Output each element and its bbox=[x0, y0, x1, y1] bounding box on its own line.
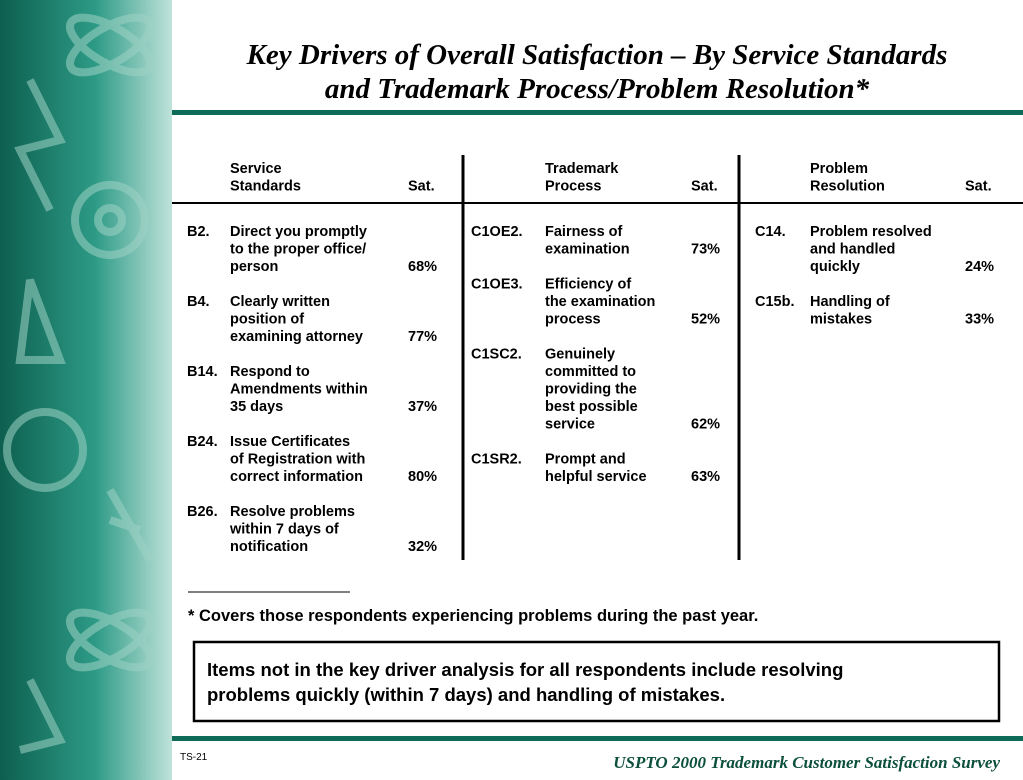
title-line: Key Drivers of Overall Satisfaction – By… bbox=[246, 39, 948, 71]
item-text: within 7 days of bbox=[229, 522, 339, 538]
item-code: C1SR2. bbox=[471, 452, 522, 468]
item-text: notification bbox=[230, 539, 308, 555]
top-rule bbox=[172, 110, 1023, 115]
column-heading: Standards bbox=[230, 179, 301, 195]
item-text: Direct you promptly bbox=[230, 224, 367, 240]
sat-heading: Sat. bbox=[408, 179, 435, 195]
sat-value: 33% bbox=[965, 312, 994, 328]
item-text: Amendments within bbox=[230, 382, 368, 398]
sat-value: 62% bbox=[691, 417, 720, 433]
sat-value: 68% bbox=[408, 259, 437, 275]
column-heading: Service bbox=[230, 161, 282, 177]
item-code: B26. bbox=[187, 504, 218, 520]
item-code: C14. bbox=[755, 224, 786, 240]
column-heading: Resolution bbox=[810, 179, 885, 195]
item-text: quickly bbox=[810, 259, 860, 275]
sat-value: 77% bbox=[408, 329, 437, 345]
sidebar-icons bbox=[3, 13, 154, 754]
column-heading: Problem bbox=[810, 161, 868, 177]
sat-value: 63% bbox=[691, 469, 720, 485]
item-text: process bbox=[545, 312, 601, 328]
footnote: * Covers those respondents experiencing … bbox=[188, 607, 758, 625]
item-text: and handled bbox=[810, 242, 895, 258]
item-text: of Registration with bbox=[230, 452, 365, 468]
sat-value: 32% bbox=[408, 539, 437, 555]
item-code: B2. bbox=[187, 224, 210, 240]
item-code: B4. bbox=[187, 294, 210, 310]
item-code: B14. bbox=[187, 364, 218, 380]
box-line: problems quickly (within 7 days) and han… bbox=[207, 684, 725, 705]
item-code: C1OE3. bbox=[471, 277, 523, 293]
title-line: and Trademark Process/Problem Resolution… bbox=[325, 73, 870, 105]
sat-value: 80% bbox=[408, 469, 437, 485]
item-text: Fairness of bbox=[545, 224, 623, 240]
item-text: mistakes bbox=[810, 312, 872, 328]
item-text: Genuinely bbox=[545, 347, 615, 363]
column-heading: Process bbox=[545, 179, 601, 195]
item-text: Resolve problems bbox=[230, 504, 355, 520]
sat-value: 73% bbox=[691, 242, 720, 258]
item-text: providing the bbox=[545, 382, 637, 398]
item-code: B24. bbox=[187, 434, 218, 450]
item-text: 35 days bbox=[230, 399, 283, 415]
item-text: Handling of bbox=[810, 294, 890, 310]
item-text: the examination bbox=[545, 294, 655, 310]
footer-title: USPTO 2000 Trademark Customer Satisfacti… bbox=[613, 753, 1000, 772]
note-box bbox=[192, 640, 1001, 723]
item-text: Clearly written bbox=[230, 294, 330, 310]
item-text: helpful service bbox=[545, 469, 647, 485]
item-code: C15b. bbox=[755, 294, 795, 310]
item-text: committed to bbox=[545, 364, 636, 380]
item-text: Issue Certificates bbox=[230, 434, 350, 450]
sat-value: 24% bbox=[965, 259, 994, 275]
item-text: best possible bbox=[545, 399, 638, 415]
box-line: Items not in the key driver analysis for… bbox=[207, 659, 843, 680]
item-text: examining attorney bbox=[230, 329, 363, 345]
sat-heading: Sat. bbox=[965, 179, 992, 195]
sat-value: 37% bbox=[408, 399, 437, 415]
item-text: to the proper office/ bbox=[230, 242, 366, 258]
item-code: C1SC2. bbox=[471, 347, 522, 363]
page-number: TS-21 bbox=[180, 752, 208, 763]
item-text: Prompt and bbox=[545, 452, 626, 468]
item-text: service bbox=[545, 417, 595, 433]
bottom-rule bbox=[172, 736, 1023, 741]
item-text: Problem resolved bbox=[810, 224, 932, 240]
item-text: correct information bbox=[230, 469, 363, 485]
item-text: person bbox=[230, 259, 278, 275]
item-code: C1OE2. bbox=[471, 224, 523, 240]
item-text: Respond to bbox=[230, 364, 310, 380]
item-text: Efficiency of bbox=[545, 277, 631, 293]
sat-heading: Sat. bbox=[691, 179, 718, 195]
sat-value: 52% bbox=[691, 312, 720, 328]
item-text: examination bbox=[545, 242, 630, 258]
item-text: position of bbox=[230, 312, 304, 328]
column-heading: Trademark bbox=[545, 161, 619, 177]
